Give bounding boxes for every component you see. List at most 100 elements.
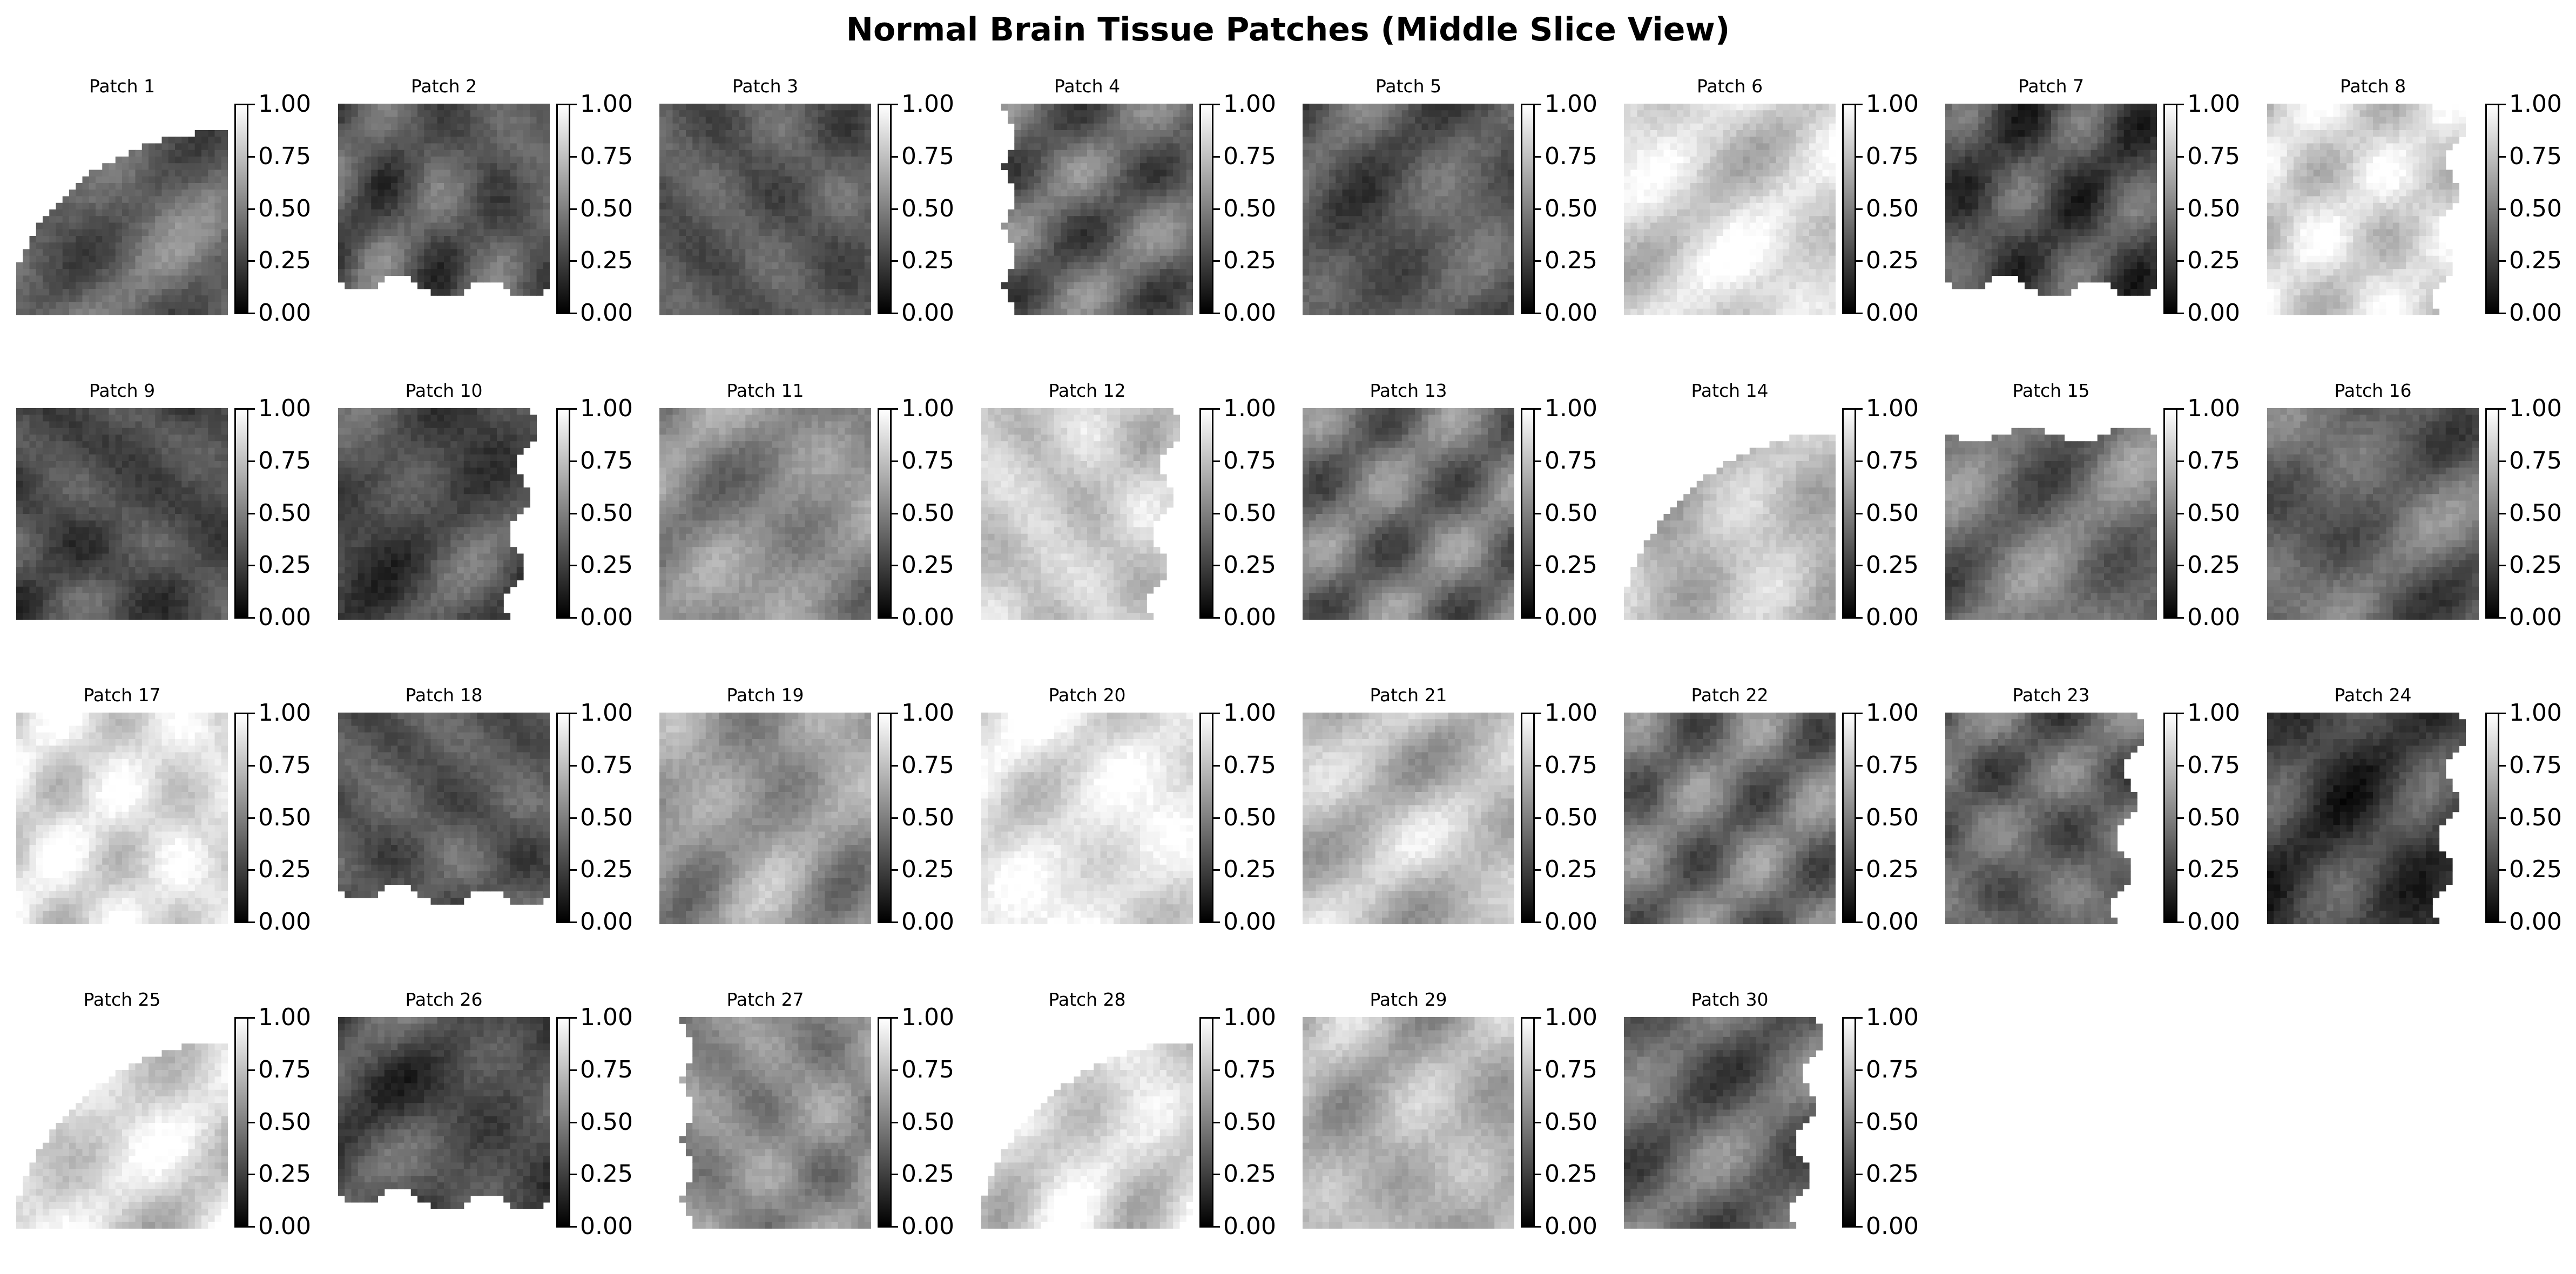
colorbar-tick-label: 0.25 (901, 858, 954, 882)
colorbar-gradient (2163, 408, 2177, 619)
colorbar-gradient (1199, 1017, 1213, 1228)
colorbar-tick (892, 765, 898, 767)
patch-title: Patch 14 (1623, 380, 1837, 402)
patch-title: Patch 3 (658, 76, 872, 97)
colorbar-tick-label: 1.00 (1866, 701, 1919, 725)
patch-title: Patch 10 (337, 380, 551, 402)
colorbar-tick-label: 1.00 (1545, 701, 1597, 725)
colorbar-tick (570, 617, 577, 619)
colorbar-gradient (1521, 104, 1535, 314)
colorbar-gradient (2485, 408, 2499, 619)
colorbar-tick (1856, 565, 1863, 566)
colorbar-tick (1535, 1226, 1541, 1228)
colorbar-tick (1213, 817, 1220, 819)
patch-image (1945, 408, 2157, 620)
colorbar-tick-label: 0.50 (1545, 806, 1597, 830)
patch-title: Patch 26 (337, 989, 551, 1011)
colorbar-tick-label: 0.75 (258, 145, 311, 168)
patch-panel: Patch 2 1.00 0.75 0.50 0.25 0.00 (337, 76, 639, 335)
figure-title: Normal Brain Tissue Patches (Middle Slic… (0, 10, 2576, 50)
colorbar-tick-label: 0.75 (2187, 754, 2240, 777)
colorbar-tick (1856, 408, 1863, 410)
colorbar-tick-label: 0.75 (580, 754, 633, 777)
patch-title: Patch 15 (1944, 380, 2158, 402)
patch-title: Patch 24 (2266, 685, 2480, 706)
colorbar-tick (892, 565, 898, 566)
colorbar-gradient (2485, 713, 2499, 923)
colorbar-tick (1856, 921, 1863, 923)
colorbar-tick-label: 1.00 (2509, 701, 2562, 725)
colorbar-tick (1856, 765, 1863, 767)
colorbar-tick (570, 921, 577, 923)
colorbar-tick-label: 0.50 (1545, 502, 1597, 525)
patch-image (1624, 1017, 1836, 1229)
colorbar: 1.00 0.75 0.50 0.25 0.00 (2163, 701, 2244, 934)
colorbar-tick-label: 0.00 (1223, 910, 1276, 934)
patch-title: Patch 12 (980, 380, 1194, 402)
colorbar-tick-label: 0.75 (2187, 145, 2240, 168)
colorbar-tick (2499, 260, 2506, 262)
colorbar-tick-label: 0.75 (2187, 449, 2240, 473)
colorbar-tick (570, 104, 577, 105)
colorbar-tick-label: 0.00 (2187, 606, 2240, 629)
colorbar-tick (892, 921, 898, 923)
patch-title: Patch 19 (658, 685, 872, 706)
colorbar-tick-label: 0.25 (1223, 249, 1276, 273)
colorbar: 1.00 0.75 0.50 0.25 0.00 (556, 92, 637, 325)
colorbar-tick (892, 1017, 898, 1019)
colorbar-tick (248, 1017, 255, 1019)
colorbar: 1.00 0.75 0.50 0.25 0.00 (1842, 92, 1923, 325)
colorbar-tick-label: 0.50 (901, 197, 954, 221)
colorbar-tick-label: 0.25 (1223, 1162, 1276, 1186)
colorbar-tick-label: 0.75 (258, 449, 311, 473)
patch-panel: Patch 10 1.00 0.75 0.50 0.25 0.00 (337, 380, 639, 639)
colorbar-tick-label: 0.50 (1866, 197, 1919, 221)
colorbar-tick-label: 0.50 (1223, 1110, 1276, 1134)
colorbar-tick (2177, 713, 2184, 714)
patch-title: Patch 22 (1623, 685, 1837, 706)
colorbar-tick (248, 104, 255, 105)
colorbar-tick (248, 208, 255, 210)
patch-panel: Patch 29 1.00 0.75 0.50 0.25 0.00 (1302, 989, 1604, 1248)
colorbar-tick (570, 765, 577, 767)
colorbar: 1.00 0.75 0.50 0.25 0.00 (1199, 92, 1280, 325)
colorbar-tick-label: 0.75 (580, 145, 633, 168)
colorbar-tick-label: 0.00 (580, 606, 633, 629)
colorbar-gradient (234, 104, 248, 314)
colorbar-gradient (878, 1017, 892, 1228)
colorbar: 1.00 0.75 0.50 0.25 0.00 (2485, 397, 2566, 629)
colorbar-tick (248, 617, 255, 619)
colorbar-tick-label: 0.50 (2187, 197, 2240, 221)
patch-image (1624, 408, 1836, 620)
colorbar: 1.00 0.75 0.50 0.25 0.00 (1521, 397, 1602, 629)
colorbar: 1.00 0.75 0.50 0.25 0.00 (234, 701, 315, 934)
colorbar-tick-label: 0.25 (2187, 858, 2240, 882)
colorbar-tick-label: 0.75 (1866, 754, 1919, 777)
colorbar-tick (570, 208, 577, 210)
colorbar-tick-label: 0.00 (258, 606, 311, 629)
patch-title: Patch 17 (15, 685, 229, 706)
patch-image (1303, 104, 1514, 315)
colorbar-tick-label: 0.00 (1545, 301, 1597, 325)
colorbar-tick-label: 0.50 (258, 502, 311, 525)
colorbar-tick-label: 1.00 (2187, 92, 2240, 116)
patch-panel: Patch 13 1.00 0.75 0.50 0.25 0.00 (1302, 380, 1604, 639)
colorbar-tick (248, 460, 255, 462)
colorbar-tick-label: 1.00 (901, 1006, 954, 1029)
colorbar-tick (1213, 713, 1220, 714)
colorbar-tick (1213, 1017, 1220, 1019)
colorbar-tick-label: 0.00 (901, 1215, 954, 1238)
patch-title: Patch 27 (658, 989, 872, 1011)
colorbar-tick-label: 0.75 (1866, 1058, 1919, 1082)
colorbar-gradient (1199, 408, 1213, 619)
colorbar-tick (248, 408, 255, 410)
colorbar-tick-label: 0.00 (1223, 301, 1276, 325)
colorbar-gradient (556, 104, 570, 314)
colorbar-tick (1535, 869, 1541, 871)
colorbar-tick-label: 1.00 (1545, 1006, 1597, 1029)
patch-panel: Patch 11 1.00 0.75 0.50 0.25 0.00 (658, 380, 961, 639)
colorbar-tick-label: 0.00 (2187, 301, 2240, 325)
colorbar: 1.00 0.75 0.50 0.25 0.00 (1199, 701, 1280, 934)
colorbar-tick (2499, 817, 2506, 819)
colorbar-tick (1856, 713, 1863, 714)
